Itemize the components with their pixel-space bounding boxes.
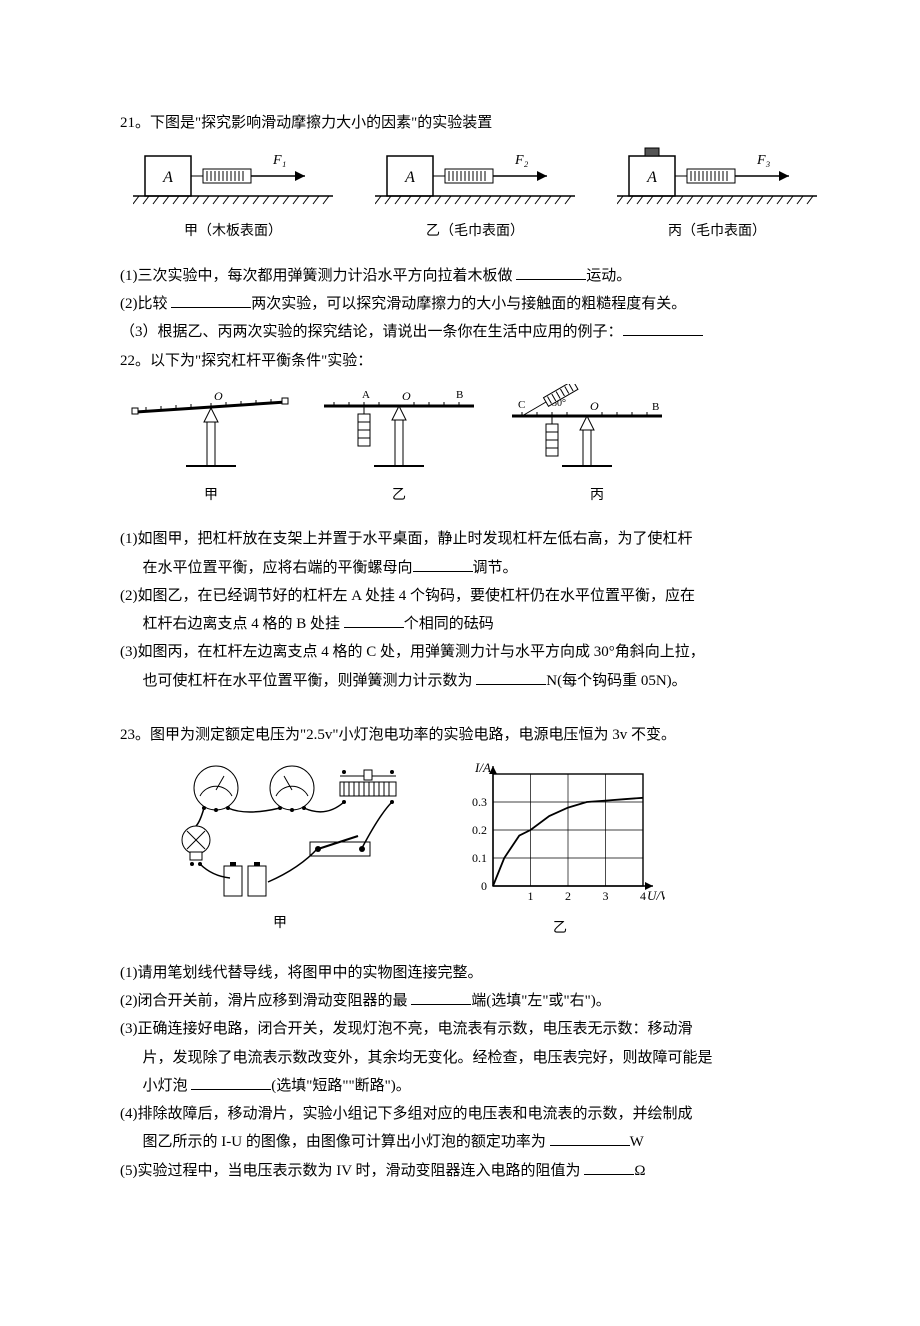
q23-stem-text: 图甲为测定额定电压为"2.5v"小灯泡电功率的实验电路，电源电压恒为 3v 不变… [150,727,676,743]
q22-fig-yi-caption: 乙 [392,484,406,509]
svg-text:O: O [402,389,411,403]
blank [191,1074,271,1090]
q23-fig-yi-caption: 乙 [553,917,567,942]
q22-fig-bing: C O B 30° 丙 [502,384,692,509]
svg-text:U/V: U/V [647,888,665,903]
q22-fig-jia: O 甲 [126,384,296,509]
q23-stem: 23。图甲为测定额定电压为"2.5v"小灯泡电功率的实验电路，电源电压恒为 3v… [120,722,820,748]
q21-fig-bing: A F₃ 丙（毛巾表面） [614,146,820,245]
blank [516,264,586,280]
q22-fig-bing-caption: 丙 [590,484,604,509]
svg-text:0: 0 [481,879,487,893]
q23-number: 23。 [120,727,150,743]
q22-p1b: 在水平位置平衡，应将右端的平衡螺母向调节。 [120,555,820,581]
force-label: F₁ [272,153,286,168]
q22-p2: (2)如图乙，在已经调节好的杠杆左 A 处挂 4 个钩码，要使杠杆仍在水平位置平… [120,583,820,609]
svg-text:0.2: 0.2 [472,823,487,837]
q21-stem-text: 下图是"探究影响滑动摩擦力大小的因素"的实验装置 [150,115,492,131]
q23-p1: (1)请用笔划线代替导线，将图甲中的实物图连接完整。 [120,960,820,986]
q21-fig-yi: A F₂ 乙（毛巾表面） [372,146,578,245]
svg-text:F₃: F₃ [756,153,771,168]
svg-text:0.3: 0.3 [472,795,487,809]
blank [344,612,404,628]
q21-p1: (1)三次实验中，每次都用弹簧测力计沿水平方向拉着木板做 运动。 [120,263,820,289]
svg-text:O: O [214,389,223,403]
svg-text:1: 1 [528,889,534,903]
blank [171,292,251,308]
q21-fig-yi-caption: 乙（毛巾表面） [426,220,524,245]
svg-text:B: B [652,401,659,413]
q23-p4: (4)排除故障后，移动滑片，实验小组记下多组对应的电压表和电流表的示数，并绘制成 [120,1101,820,1127]
svg-text:A: A [362,389,370,401]
svg-text:F₂: F₂ [514,153,529,168]
q23-fig-jia-caption: 甲 [273,912,287,937]
q23-p3c: 小灯泡 (选填"短路""断路")。 [120,1073,820,1099]
q22-p1: (1)如图甲，把杠杆放在支架上并置于水平桌面，静止时发现杠杆左低右高，为了使杠杆 [120,526,820,552]
svg-text:B: B [456,389,463,401]
blank [584,1159,634,1175]
q21-fig-jia-caption: 甲（木板表面） [184,220,282,245]
q21-p2: (2)比较 两次实验，可以探究滑动摩擦力的大小与接触面的粗糙程度有关。 [120,291,820,317]
q23-fig-jia: 甲 [150,758,410,942]
q23-fig-yi: 1 2 3 4 0 0.1 0.2 0.3 U/V I/A 乙 [450,758,670,942]
blank [411,989,471,1005]
svg-text:3: 3 [603,889,609,903]
q22-number: 22。 [120,353,150,369]
svg-text:C: C [518,399,525,411]
q22-p2b: 杠杆右边离支点 4 格的 B 处挂 个相同的砝码 [120,611,820,637]
q21-p3: （3）根据乙、丙两次实验的探究结论，请说出一条你在生活中应用的例子： [120,319,820,345]
q22-fig-yi: A O B 乙 [314,384,484,509]
svg-text:A: A [646,169,657,186]
q23-p2: (2)闭合开关前，滑片应移到滑动变阻器的最 端(选填"左"或"右")。 [120,988,820,1014]
blank [623,320,703,336]
block-label: A [162,169,173,186]
q22-stem: 22。以下为"探究杠杆平衡条件"实验： [120,348,820,374]
q22-p3b: 也可使杠杆在水平位置平衡，则弹簧测力计示数为 N(每个钩码重 05N)。 [120,668,820,694]
q21-figures: A F₁ 甲（木板表面） A F₂ [130,146,820,245]
blank [413,556,473,572]
q22-fig-jia-caption: 甲 [204,484,218,509]
svg-text:0.1: 0.1 [472,851,487,865]
svg-text:4: 4 [640,889,646,903]
q23-p4b: 图乙所示的 I-U 的图像，由图像可计算出小灯泡的额定功率为 W [120,1129,820,1155]
svg-text:2: 2 [565,889,571,903]
q22-stem-text: 以下为"探究杠杆平衡条件"实验： [150,353,372,369]
q21-stem: 21。下图是"探究影响滑动摩擦力大小的因素"的实验装置 [120,110,820,136]
q23-p3b: 片，发现除了电流表示数改变外，其余均无变化。经检查，电压表完好，则故障可能是 [120,1045,820,1071]
q22-figures: O 甲 A O B 乙 C O B [126,384,820,509]
q23-p3: (3)正确连接好电路，闭合开关，发现灯泡不亮，电流表有示数，电压表无示数：移动滑 [120,1016,820,1042]
q21-fig-jia: A F₁ 甲（木板表面） [130,146,336,245]
blank [476,669,546,685]
svg-text:A: A [404,169,415,186]
blank [550,1130,630,1146]
q23-figures: 甲 1 2 3 4 0 0.1 0.2 0.3 U/V I/A 乙 [150,758,820,942]
svg-text:O: O [590,399,599,413]
svg-text:I/A: I/A [474,760,491,775]
q21-number: 21。 [120,115,150,131]
q22-p3: (3)如图丙，在杠杆左边离支点 4 格的 C 处，用弹簧测力计与水平方向成 30… [120,639,820,665]
q21-fig-bing-caption: 丙（毛巾表面） [668,220,766,245]
q23-p5: (5)实验过程中，当电压表示数为 IV 时，滑动变阻器连入电路的阻值为 Ω [120,1158,820,1184]
